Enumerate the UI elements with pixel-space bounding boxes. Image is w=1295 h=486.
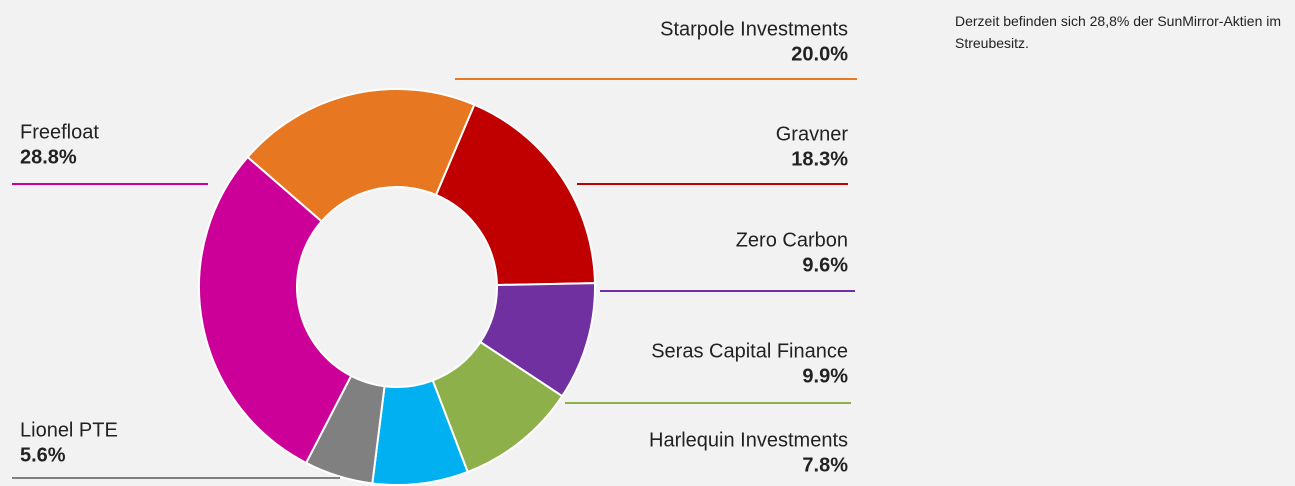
legend-label: Freefloat xyxy=(20,121,99,143)
value-label: 18.3% xyxy=(791,148,848,170)
value-label: 28.8% xyxy=(20,146,77,168)
legend-label: Gravner xyxy=(776,123,849,145)
donut-segment xyxy=(246,88,476,223)
legend-label: Lionel PTE xyxy=(20,419,118,441)
legend-label: Seras Capital Finance xyxy=(651,340,848,362)
legend-label: Starpole Investments xyxy=(660,18,848,40)
legend-label: Zero Carbon xyxy=(736,229,848,251)
value-label: 5.6% xyxy=(20,444,66,466)
donut-segment xyxy=(434,103,596,287)
value-label: 9.6% xyxy=(802,254,848,276)
value-label: 20.0% xyxy=(791,43,848,65)
legend-label: Harlequin Investments xyxy=(649,429,848,451)
donut-segment xyxy=(198,155,353,465)
value-label: 9.9% xyxy=(802,365,848,387)
value-label: 7.8% xyxy=(802,454,848,476)
note: Derzeit befinden sich 28,8% der SunMirro… xyxy=(955,13,1282,51)
